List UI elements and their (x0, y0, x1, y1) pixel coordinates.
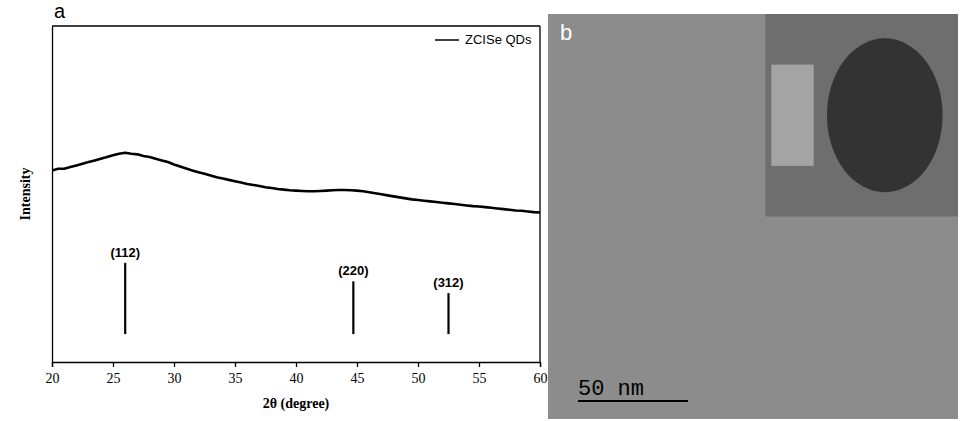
x-tick-label: 45 (351, 371, 365, 386)
tem-inset-bright (771, 65, 813, 166)
annotations: (112) (220) (312) (110, 245, 463, 290)
x-tick-label: 55 (473, 371, 487, 386)
x-tick-label: 35 (229, 371, 243, 386)
x-tick: 20 (46, 362, 60, 386)
figure: a 20 25 30 35 40 45 50 55 60 2θ (degree) Intensity (… (0, 0, 962, 421)
image-panel: b 50 nm (548, 14, 958, 419)
x-tick: 30 (168, 362, 182, 386)
frame-right (539, 26, 540, 362)
frame-top (52, 25, 540, 26)
tem-inset (765, 14, 958, 217)
x-tick-mark (174, 362, 175, 367)
x-tick: 60 (534, 362, 548, 386)
x-tick-mark (540, 362, 541, 367)
reference-line (447, 293, 449, 334)
panel-label: b (560, 20, 572, 45)
xrd-curve (52, 153, 540, 213)
x-tick-label: 30 (168, 371, 182, 386)
y-axis-title: Intensity (18, 168, 33, 221)
x-tick: 50 (412, 362, 426, 386)
y-axis (52, 27, 53, 363)
x-tick-mark (113, 362, 114, 367)
x-tick: 35 (229, 362, 243, 386)
x-tick-mark (418, 362, 419, 367)
reference-label: (220) (338, 263, 368, 278)
y-axis-line (52, 27, 53, 363)
x-tick-mark (357, 362, 358, 367)
x-tick: 45 (351, 362, 365, 386)
reference-label: (112) (110, 245, 140, 260)
x-tick-mark (235, 362, 236, 367)
plot-marks (52, 153, 540, 334)
reference-line (352, 281, 354, 334)
legend: ZCISe QDs (435, 32, 532, 47)
x-tick-mark (52, 362, 53, 367)
tem-image (548, 14, 958, 419)
x-axis-line (53, 363, 541, 368)
tem-inset-particle (827, 38, 943, 192)
reference-label: (312) (433, 275, 463, 290)
scale-bar-label: 50 nm (578, 377, 644, 402)
x-tick-label: 60 (534, 371, 548, 386)
panel-label: a (54, 0, 66, 22)
x-tick-mark (479, 362, 480, 367)
x-tick-label: 50 (412, 371, 426, 386)
legend-swatch (435, 39, 459, 41)
x-axis: 20 25 30 35 40 45 50 55 60 (46, 362, 548, 386)
reference-line (124, 263, 126, 334)
x-tick-mark (296, 362, 297, 367)
legend-label: ZCISe QDs (465, 32, 532, 47)
x-tick: 40 (290, 362, 304, 386)
x-tick: 25 (107, 362, 121, 386)
x-tick-label: 20 (46, 371, 60, 386)
x-tick: 55 (473, 362, 487, 386)
x-axis-title: 2θ (degree) (263, 396, 330, 412)
x-tick-label: 25 (107, 371, 121, 386)
x-tick-label: 40 (290, 371, 304, 386)
